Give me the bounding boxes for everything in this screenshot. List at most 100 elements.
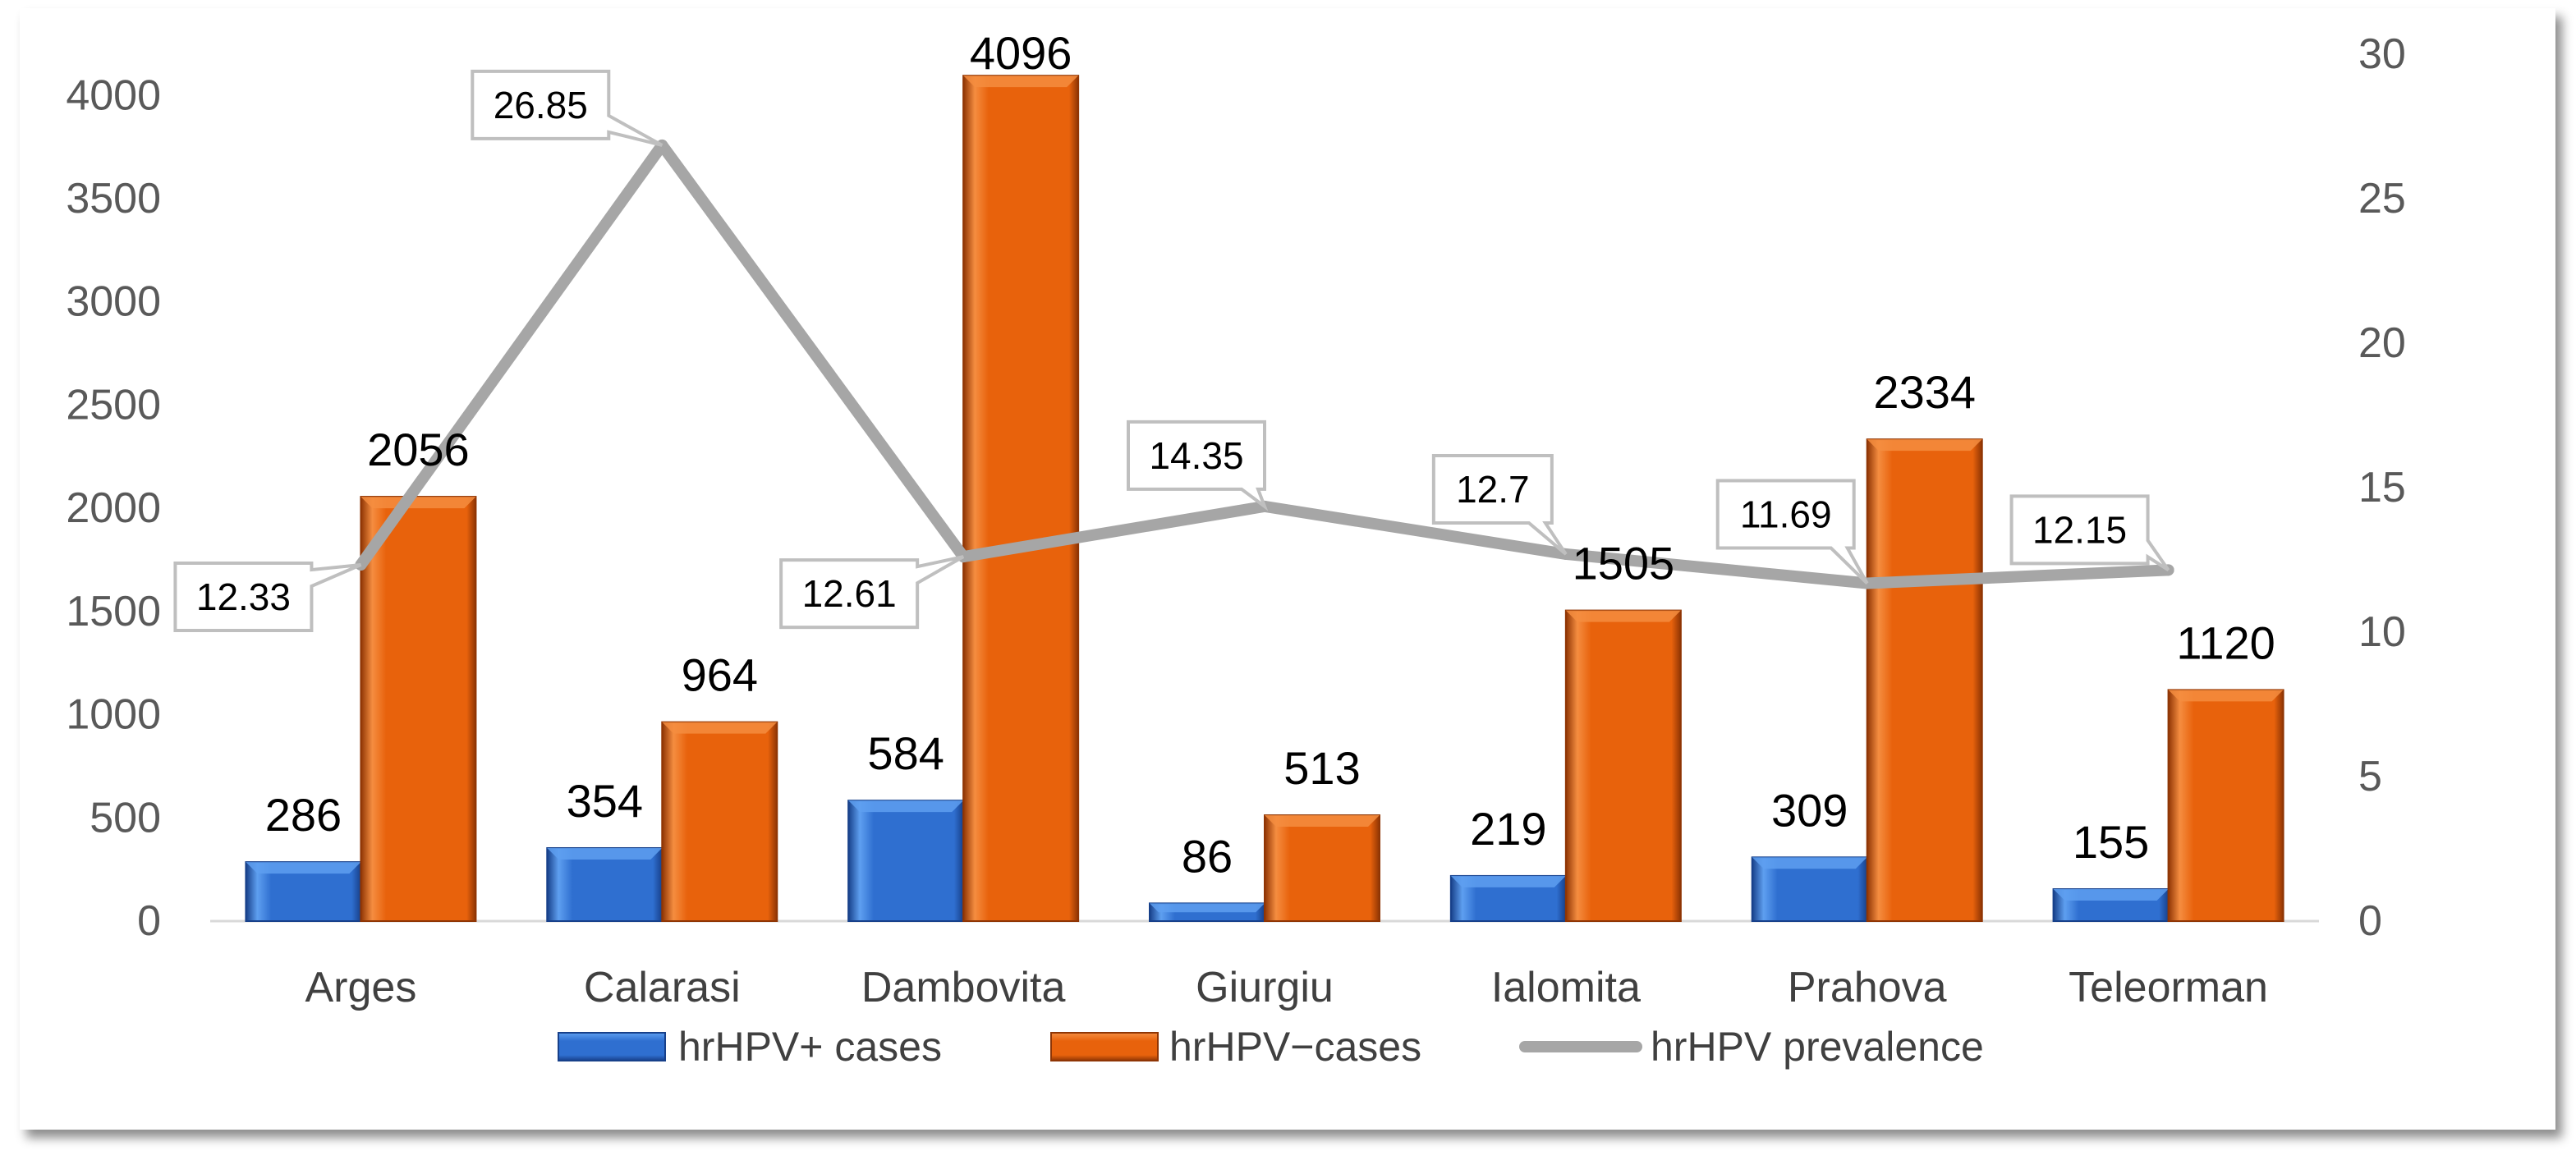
hrhpv-negative-cases-data-label: 1120 <box>2176 617 2275 668</box>
hrhpv-negative-cases-bar-group <box>2167 689 2284 923</box>
callout-box <box>1715 479 1869 585</box>
legend-label-hrhpv-prevalence: hrHPV prevalence <box>1651 1024 1984 1070</box>
right-axis-tick-label: 30 <box>2358 30 2406 78</box>
hrhpv-positive-cases-data-label: 584 <box>867 727 944 779</box>
legend-swatch-hrhpv-negative-cases <box>1050 1032 1159 1061</box>
right-axis-tick-label: 20 <box>2358 319 2406 367</box>
legend-swatch-hrhpv-positive-cases <box>558 1032 666 1061</box>
hrhpv-negative-cases-data-label: 1505 <box>1573 538 1675 589</box>
legend-label-hrhpv-positive-cases: hrHPV+ cases <box>678 1024 942 1070</box>
hrhpv-negative-cases-bar-arges <box>360 496 477 922</box>
bar-bevel-top <box>1150 903 1265 913</box>
legend: hrHPV+ cases hrHPV−cases hrHPV prevalence <box>558 1024 1984 1070</box>
hrhpv-positive-cases-bar-group <box>2052 888 2170 922</box>
legend-item-hrhpv-negative-cases: hrHPV−cases <box>1050 1024 1421 1070</box>
hrhpv-negative-cases-bar-giurgiu <box>1264 814 1380 923</box>
bar-bevel-top <box>1867 439 1982 452</box>
hrhpv-positive-cases-bar-dambovita <box>847 800 965 922</box>
bar-bevel-top <box>1565 610 1681 622</box>
category-label-ialomita: Ialomita <box>1491 964 1641 1011</box>
prevalence-data-label: 12.7 <box>1456 468 1530 511</box>
prevalence-callout: 14.35 <box>1127 420 1269 511</box>
bar-series <box>245 75 2284 923</box>
prevalence-data-label: 12.61 <box>802 572 897 615</box>
callout-box <box>2009 494 2170 572</box>
category-label-dambovita: Dambovita <box>861 964 1066 1011</box>
x-axis-labels: Arges Calarasi Dambovita Giurgiu Ialomita Pra… <box>305 964 2268 1011</box>
left-axis-tick-label: 3500 <box>66 175 161 222</box>
hrhpv-negative-cases-data-label: 2334 <box>1873 366 1976 418</box>
hrhpv-negative-cases-data-label: 513 <box>1283 742 1360 794</box>
bar-bevel-top <box>662 722 778 734</box>
legend-item-hrhpv-positive-cases: hrHPV+ cases <box>558 1024 942 1070</box>
right-axis-tick-label: 0 <box>2358 897 2382 945</box>
hrhpv-positive-cases-data-label: 286 <box>265 789 342 841</box>
legend-label-hrhpv-negative-cases: hrHPV−cases <box>1169 1024 1421 1070</box>
hrhpv-negative-cases-bar-teleorman <box>2167 689 2284 923</box>
left-axis-tick-label: 1000 <box>66 691 161 739</box>
prevalence-callout: 26.85 <box>471 69 664 147</box>
right-axis-tick-label: 25 <box>2358 175 2406 222</box>
hrhpv-negative-cases-bar-group <box>1866 438 1983 922</box>
prevalence-data-label: 26.85 <box>494 84 588 126</box>
left-axis-tick-label: 2500 <box>66 381 161 429</box>
callout-box <box>471 69 664 147</box>
bar-bevel-top <box>963 76 1079 88</box>
hrhpv-positive-cases-bar-group <box>546 846 664 922</box>
category-label-arges: Arges <box>305 964 417 1011</box>
hrhpv-negative-cases-data-label: 4096 <box>970 27 1072 79</box>
callout-box <box>779 555 965 630</box>
bar-bevel-top <box>1752 857 1867 869</box>
hrhpv-positive-cases-bar-group <box>245 861 362 922</box>
left-axis-tick-label: 1500 <box>66 588 161 635</box>
hrhpv-negative-cases-bar-calarasi <box>661 721 778 922</box>
callout-box <box>1431 453 1568 556</box>
right-axis-tick-label: 15 <box>2358 464 2406 511</box>
hrhpv-positive-cases-bar-group <box>1449 874 1567 922</box>
bar-bevel-top <box>1450 875 1566 887</box>
bar-bevel-top <box>246 862 361 874</box>
prevalence-data-label: 14.35 <box>1149 434 1243 477</box>
prevalence-data-label: 12.33 <box>196 575 291 618</box>
hrhpv-positive-cases-bar-group <box>1751 856 1868 923</box>
left-axis-tick-label: 4000 <box>66 71 161 119</box>
prevalence-callout: 12.33 <box>173 561 362 632</box>
bar-bevel-top <box>2053 889 2169 901</box>
left-axis-tick-label: 0 <box>137 897 161 945</box>
category-label-giurgiu: Giurgiu <box>1196 964 1334 1011</box>
right-axis-tick-label: 5 <box>2358 753 2382 800</box>
hrhpv-negative-cases-bar-group <box>1564 609 1682 922</box>
hrhpv-negative-cases-data-label: 964 <box>682 649 758 701</box>
prevalence-data-label: 12.15 <box>2032 508 2127 551</box>
bar-bevel-top <box>547 847 663 860</box>
hrhpv-positive-cases-data-label: 219 <box>1470 803 1546 855</box>
hrhpv-negative-cases-bar-prahova <box>1866 438 1983 922</box>
bar-bevel-top <box>1265 815 1380 828</box>
bar-bevel-top <box>360 497 476 509</box>
hrhpv-negative-cases-bar-group <box>661 721 778 922</box>
category-label-calarasi: Calarasi <box>584 964 741 1011</box>
hrhpv-negative-cases-bar-group <box>962 75 1080 923</box>
left-axis-tick-label: 3000 <box>66 278 161 326</box>
hrhpv-positive-cases-data-label: 86 <box>1182 830 1233 882</box>
hrhpv-positive-cases-bar-group <box>1149 902 1265 923</box>
callout-box <box>1127 420 1269 511</box>
axes: 0 500 1000 1500 2000 2500 3000 3500 4000 0 5 10 15 20… <box>66 30 2406 945</box>
hrhpv-negative-cases-bar-group <box>1264 814 1380 923</box>
prevalence-callout: 11.69 <box>1715 479 1869 585</box>
hrhpv-positive-cases-data-label: 354 <box>567 775 643 827</box>
prevalence-callout: 12.61 <box>779 555 965 630</box>
hrhpv-negative-cases-data-label: 2056 <box>367 424 470 475</box>
category-label-teleorman: Teleorman <box>2069 964 2268 1011</box>
prevalence-callout: 12.15 <box>2009 494 2170 572</box>
legend-item-hrhpv-prevalence: hrHPV prevalence <box>1519 1024 1984 1070</box>
left-axis-tick-label: 2000 <box>66 484 161 532</box>
bar-data-labels: 286 354 584 86 219 309 155 2056 964 4096 513 1505 23… <box>265 27 2275 882</box>
line-data-labels: 12.33 26.85 12.61 14.35 12.7 11.69 12.15 <box>173 69 2170 632</box>
hrhpv-negative-cases-bar-group <box>360 496 477 922</box>
hrhpv-positive-cases-data-label: 155 <box>2073 816 2149 868</box>
hrhpv-positive-cases-bar-group <box>847 800 965 922</box>
right-axis-tick-label: 10 <box>2358 608 2406 656</box>
category-label-prahova: Prahova <box>1788 964 1947 1011</box>
